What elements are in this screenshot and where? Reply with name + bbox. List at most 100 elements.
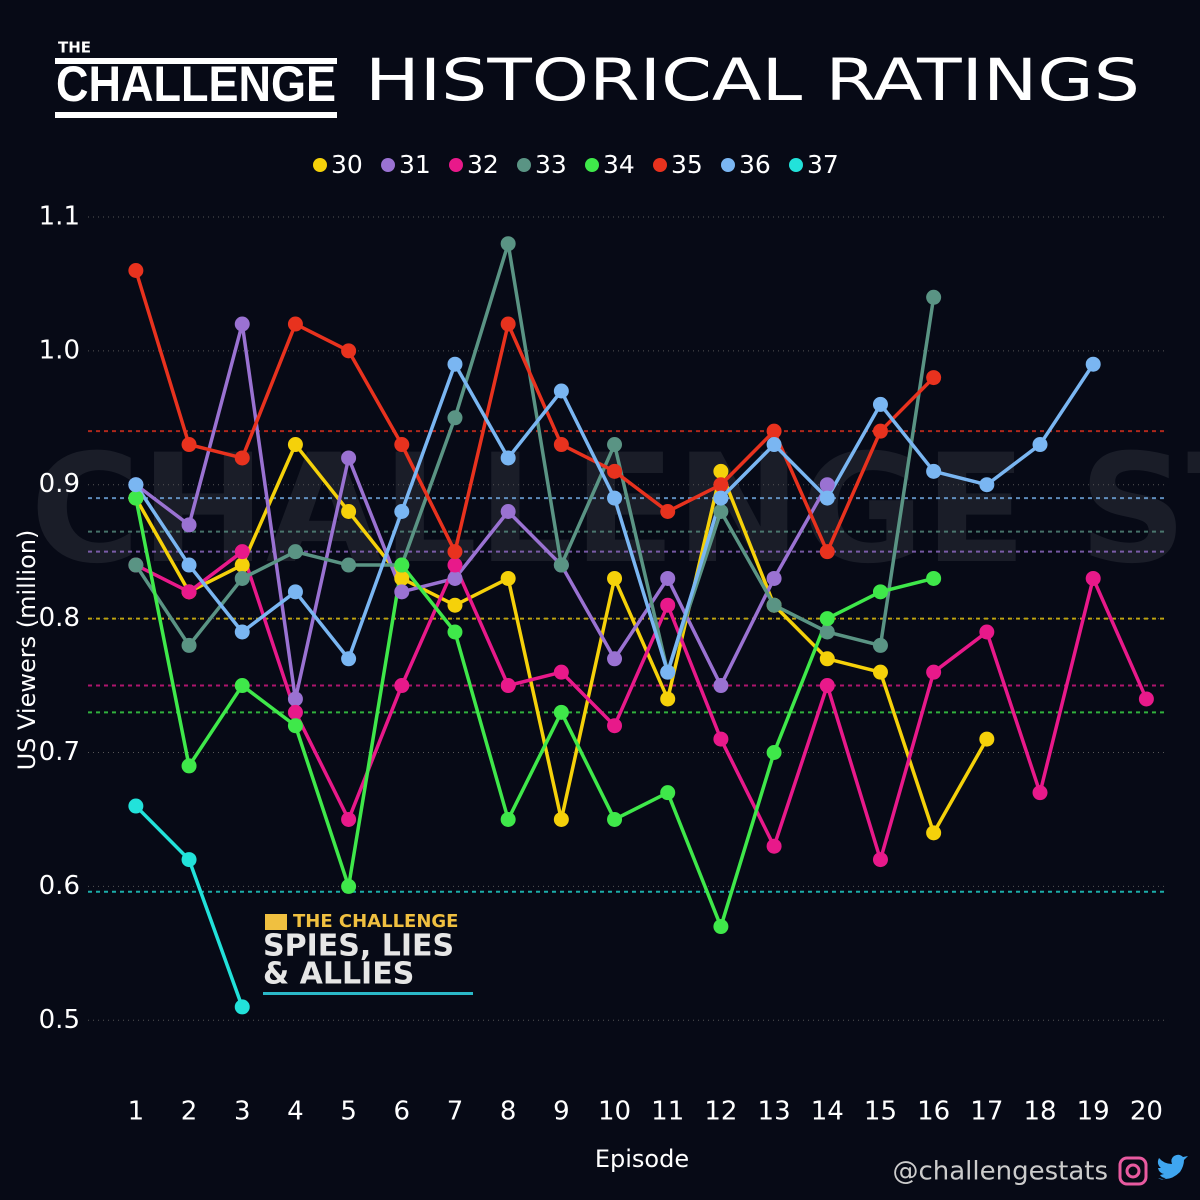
x-tick-label: 3 xyxy=(234,1097,251,1127)
data-point xyxy=(447,570,463,586)
data-point xyxy=(979,731,995,747)
data-point xyxy=(287,718,303,734)
data-point xyxy=(234,678,250,694)
x-tick-label: 17 xyxy=(970,1097,1003,1127)
data-point xyxy=(872,664,888,680)
data-point xyxy=(287,544,303,560)
legend-marker xyxy=(653,158,667,172)
data-point xyxy=(234,624,250,640)
data-point xyxy=(287,584,303,600)
data-point xyxy=(341,557,357,573)
legend-marker xyxy=(313,158,327,172)
badge-line3: & ALLIES xyxy=(263,957,414,992)
data-point xyxy=(607,490,623,506)
data-point xyxy=(766,838,782,854)
data-point xyxy=(234,544,250,560)
data-point xyxy=(234,570,250,586)
data-point xyxy=(181,437,197,453)
data-point xyxy=(447,624,463,640)
data-point xyxy=(500,678,516,694)
data-point xyxy=(872,852,888,868)
legend-marker xyxy=(517,158,531,172)
data-point xyxy=(341,504,357,519)
data-point xyxy=(766,745,782,760)
logo-main: CHALLENGE xyxy=(56,56,336,112)
data-point xyxy=(766,570,782,586)
y-tick-label: 0.9 xyxy=(39,469,80,499)
data-point xyxy=(607,570,623,586)
data-point xyxy=(1032,437,1048,453)
data-point xyxy=(500,316,516,332)
x-tick-label: 1 xyxy=(128,1097,145,1127)
data-point xyxy=(819,477,835,493)
data-point xyxy=(713,678,729,694)
data-point xyxy=(394,557,410,573)
data-point xyxy=(926,570,942,586)
data-point xyxy=(553,557,569,573)
legend-label: 36 xyxy=(739,150,771,179)
data-point xyxy=(447,544,463,560)
data-point xyxy=(341,878,357,894)
data-point xyxy=(181,637,197,653)
x-tick-label: 18 xyxy=(1023,1097,1056,1127)
legend-marker xyxy=(585,158,599,172)
data-point xyxy=(607,463,623,479)
x-tick-label: 11 xyxy=(651,1097,684,1127)
x-tick-label: 5 xyxy=(340,1097,357,1127)
data-point xyxy=(553,437,569,453)
data-point xyxy=(181,758,197,774)
data-point xyxy=(713,463,729,479)
data-point xyxy=(500,450,516,466)
data-point xyxy=(926,289,942,305)
series-line xyxy=(134,269,935,554)
data-point xyxy=(926,664,942,680)
series-line xyxy=(134,241,936,674)
data-point xyxy=(607,651,623,667)
legend-label: 31 xyxy=(399,150,431,179)
x-tick-label: 15 xyxy=(864,1097,897,1127)
badge-line2: SPIES, LIES xyxy=(263,929,454,964)
data-point xyxy=(766,597,782,613)
logo-bar xyxy=(55,112,337,118)
y-tick-label: 0.5 xyxy=(39,1005,80,1035)
y-tick-label: 0.6 xyxy=(39,871,80,901)
x-tick-label: 4 xyxy=(287,1097,304,1127)
data-point xyxy=(926,463,942,479)
data-point xyxy=(553,383,569,399)
data-point xyxy=(872,423,888,439)
data-point xyxy=(1085,356,1101,372)
data-point xyxy=(234,450,250,466)
x-tick-label: 7 xyxy=(447,1097,464,1127)
x-tick-label: 10 xyxy=(598,1097,631,1127)
data-point xyxy=(341,651,357,667)
data-point xyxy=(872,584,888,600)
x-axis-label: Episode xyxy=(595,1145,689,1173)
data-point xyxy=(394,570,410,586)
x-tick-label: 12 xyxy=(704,1097,737,1127)
data-point xyxy=(660,785,676,801)
data-point xyxy=(447,557,463,573)
series-line xyxy=(134,497,935,929)
data-point xyxy=(128,557,144,573)
data-point xyxy=(713,477,729,493)
data-point xyxy=(979,624,995,640)
data-point xyxy=(1032,785,1048,801)
data-point xyxy=(394,584,410,600)
x-tick-label: 14 xyxy=(811,1097,844,1127)
y-tick-label: 0.7 xyxy=(39,737,80,767)
logo-bar xyxy=(55,58,337,64)
data-point xyxy=(553,704,569,720)
x-tick-label: 13 xyxy=(758,1097,791,1127)
data-point xyxy=(287,437,303,453)
data-point xyxy=(819,611,835,627)
data-point xyxy=(713,490,729,506)
data-point xyxy=(341,343,357,359)
x-tick-label: 6 xyxy=(394,1097,411,1127)
legend-label: 32 xyxy=(467,150,499,179)
data-point xyxy=(607,718,623,734)
y-tick-label: 0.8 xyxy=(39,603,80,633)
data-point xyxy=(1138,691,1154,707)
data-point xyxy=(926,370,942,386)
